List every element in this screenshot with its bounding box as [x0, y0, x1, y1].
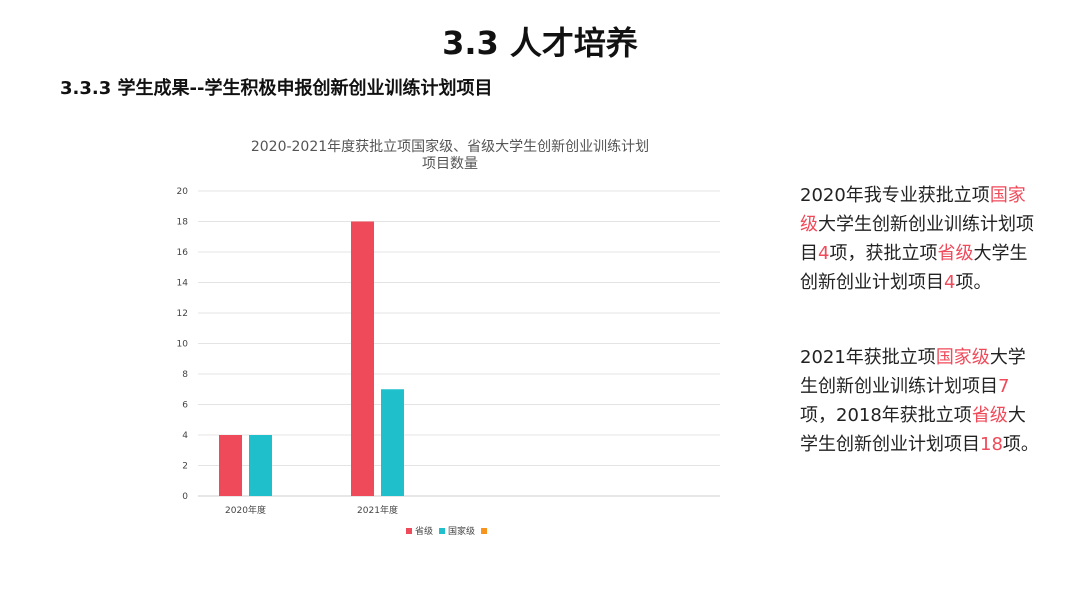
- legend-swatch: [439, 528, 446, 534]
- y-tick-label: 18: [177, 218, 189, 228]
- bar-国家级: [381, 389, 404, 496]
- bar-国家级: [249, 435, 272, 496]
- highlighted-text: 国家级: [935, 347, 990, 368]
- chart-title-line: 2020-2021年度获批立项国家级、省级大学生创新创业训练计划: [251, 138, 649, 155]
- y-tick-label: 12: [177, 309, 188, 319]
- highlighted-text: 7: [998, 376, 1010, 397]
- description-text: 2021年获批立项: [800, 347, 936, 368]
- bar-省级: [219, 435, 242, 496]
- legend-label: 国家级: [448, 525, 475, 537]
- highlighted-text: 4: [818, 243, 830, 264]
- description-paragraph-2021: 2021年获批立项国家级大学生创新创业训练计划项目7 项，2018年获批立项省级大…: [800, 343, 1040, 459]
- description-paragraph-2020: 2020年我专业获批立项国家级大学生创新创业训练计划项目4项，获批立项省级大学生…: [800, 181, 1040, 297]
- x-tick-label: 2021年度: [357, 504, 398, 516]
- y-tick-label: 14: [177, 279, 189, 289]
- highlighted-text: 18: [980, 434, 1003, 455]
- legend-swatch: [406, 528, 412, 534]
- description-text: 项。: [1002, 434, 1039, 455]
- description-text: 项，获批立项: [829, 243, 938, 264]
- description-text: 大学生创新创业计划项目: [800, 405, 1026, 455]
- legend-label: 省级: [415, 525, 433, 537]
- y-tick-label: 16: [177, 248, 189, 258]
- x-tick-label: 2020年度: [225, 504, 266, 516]
- chart-title-line: 项目数量: [422, 156, 478, 172]
- page-title: 3.3 人才培养: [442, 24, 638, 62]
- highlighted-text: 省级: [937, 243, 974, 264]
- highlighted-text: 国家级: [800, 185, 1026, 235]
- y-tick-label: 20: [177, 187, 189, 197]
- y-tick-label: 8: [182, 370, 188, 380]
- y-tick-label: 4: [182, 431, 188, 441]
- highlighted-text: 省级: [971, 405, 1008, 426]
- description-text: 大学生创新创业训练计划项目: [800, 347, 1026, 397]
- highlighted-text: 4: [944, 272, 956, 293]
- description-text: 大学生创新创业训练计划项目: [800, 214, 1034, 264]
- description-text: 项，2018年获批立项: [800, 405, 972, 426]
- bar-省级: [351, 221, 374, 496]
- y-tick-label: 6: [182, 401, 188, 411]
- legend-swatch: [481, 528, 488, 534]
- y-tick-label: 10: [177, 340, 189, 350]
- section-subtitle: 3.3.3 学生成果--学生积极申报创新创业训练计划项目: [60, 78, 493, 99]
- y-tick-label: 0: [182, 492, 188, 502]
- y-tick-label: 2: [182, 462, 188, 472]
- description-text: 大学生创新创业计划项目: [800, 243, 1028, 293]
- description-text: 2020年我专业获批立项: [800, 185, 990, 206]
- description-text: 项。: [955, 272, 992, 293]
